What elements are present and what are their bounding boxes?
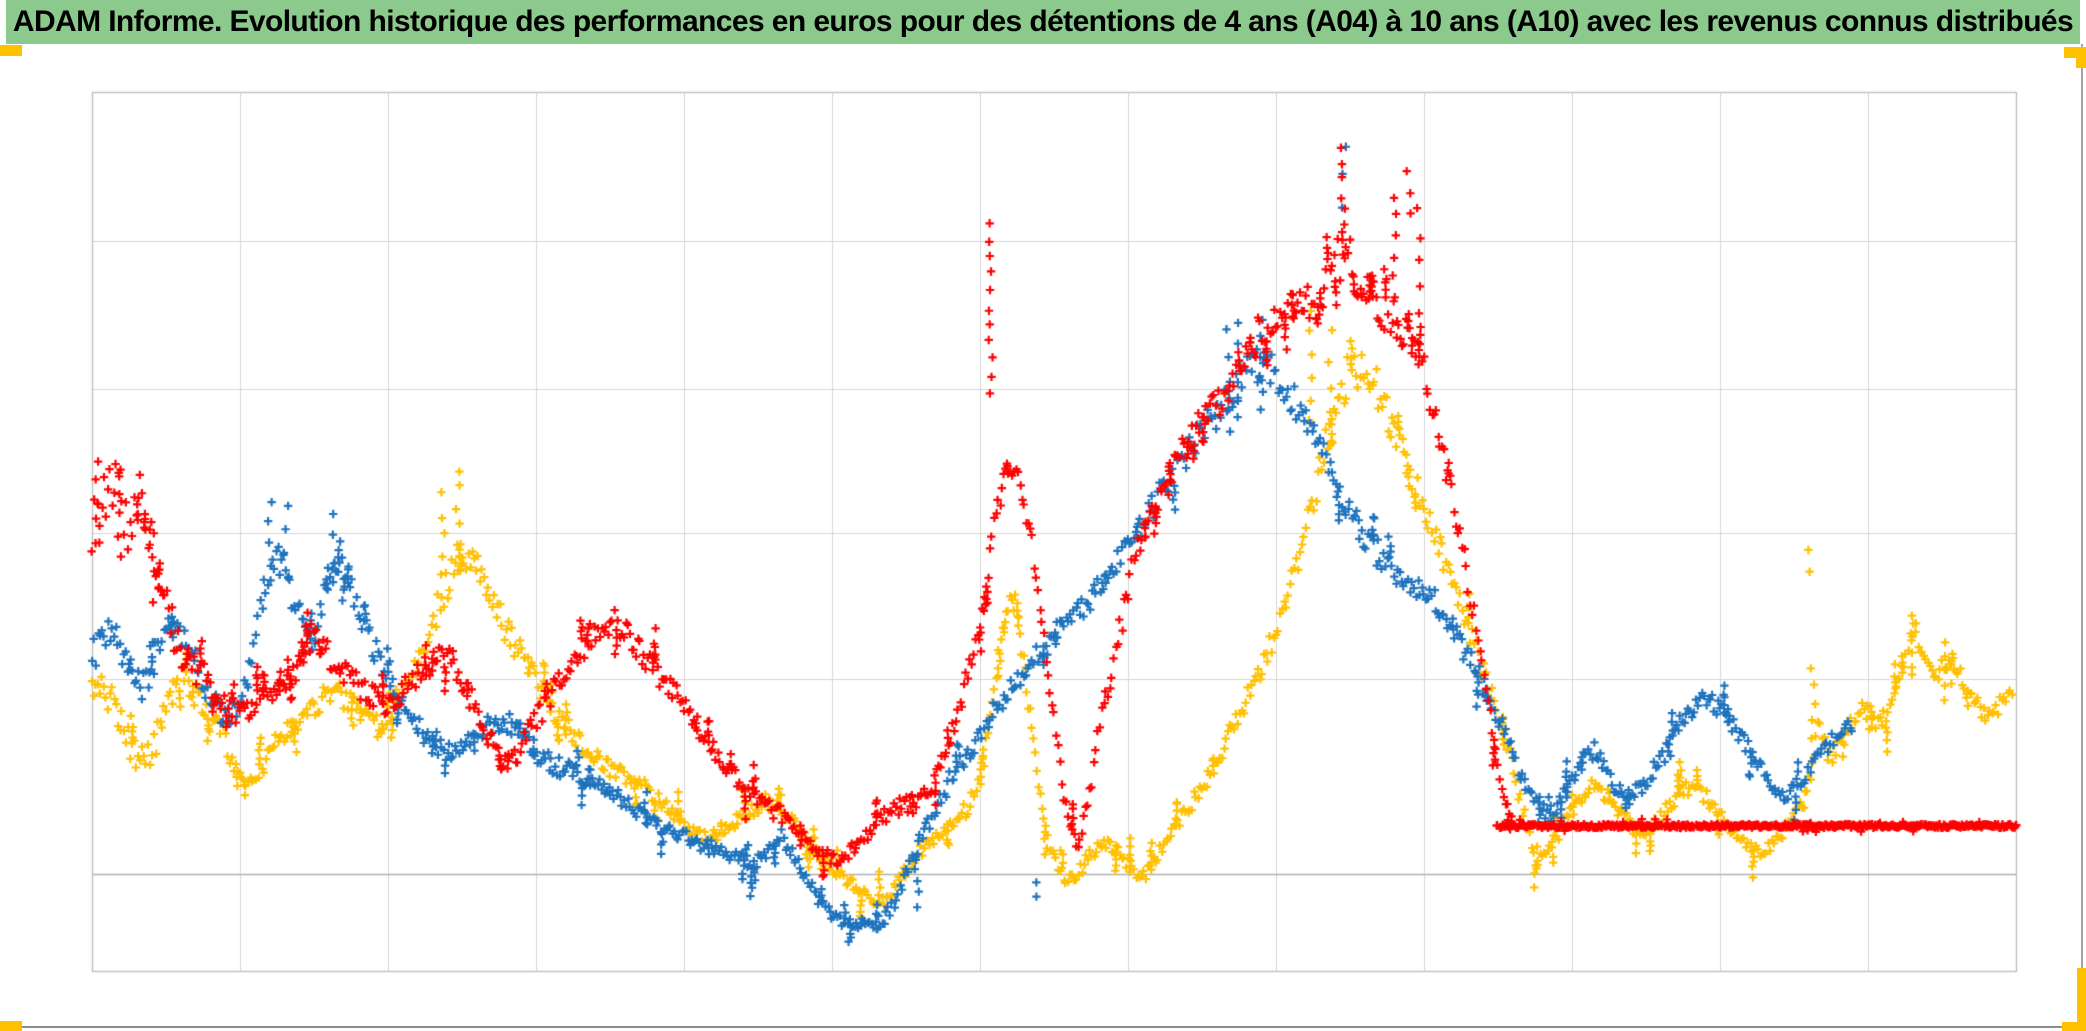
selection-handle-bottom-right-v xyxy=(2077,968,2086,1031)
selection-handle-bottom-left xyxy=(0,1021,22,1031)
window-right-edge xyxy=(2081,44,2083,1031)
selection-handle-top-right-v xyxy=(2076,47,2086,68)
selection-handle-bottom-right-h xyxy=(2062,1022,2086,1031)
title-bar: ADAM Informe. Evolution historique des p… xyxy=(6,0,2080,44)
selection-handle-top-right-h xyxy=(2064,47,2086,58)
selection-handle-top-left xyxy=(0,45,22,56)
page-title: ADAM Informe. Evolution historique des p… xyxy=(12,5,2074,38)
window-bottom-edge xyxy=(0,1026,2082,1028)
